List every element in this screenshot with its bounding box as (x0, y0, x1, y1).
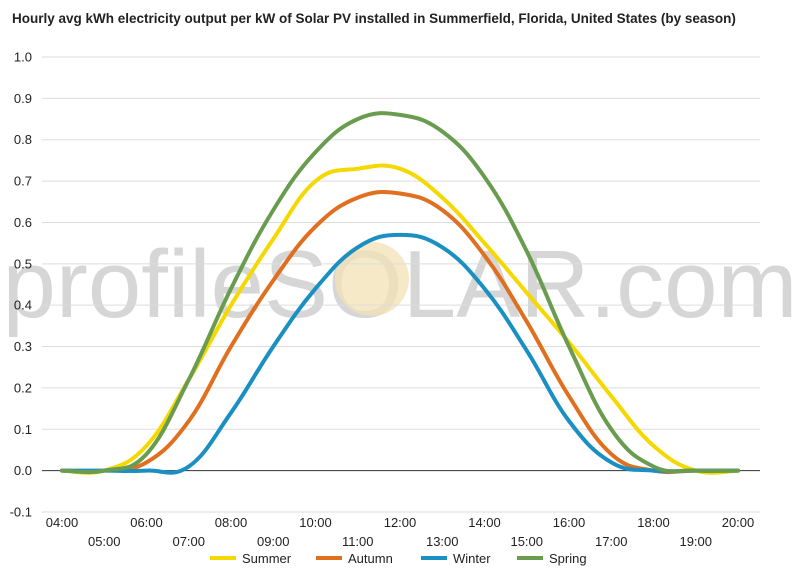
series-line-winter (60, 232, 740, 475)
chart-title: Hourly avg kWh electricity output per kW… (12, 11, 736, 26)
legend-label-spring: Spring (549, 551, 587, 566)
legend-label-summer: Summer (242, 551, 292, 566)
series-line-spring (60, 111, 740, 475)
x-tick-label: 19:00 (679, 534, 712, 549)
x-tick-label: 14:00 (468, 515, 501, 530)
y-axis-ticks: -0.1 0.0 0.1 0.2 0.3 0.4 0.5 0.6 0.7 0.8 0.9 1.0 (10, 50, 32, 520)
watermark-sun-icon (335, 242, 409, 316)
series-lines (60, 111, 740, 475)
x-tick-label: 11:00 (342, 534, 374, 549)
x-tick-label: 20:00 (722, 515, 755, 530)
x-tick-label: 07:00 (172, 534, 205, 549)
legend-label-winter: Winter (453, 551, 491, 566)
y-tick-label: 0.0 (14, 463, 32, 478)
x-tick-label: 08:00 (215, 515, 248, 530)
y-tick-label: 0.4 (14, 298, 32, 313)
y-tick-label: 0.7 (14, 174, 32, 189)
x-tick-label: 05:00 (88, 534, 121, 549)
series-line-autumn (60, 189, 740, 475)
x-tick-label: 12:00 (384, 515, 417, 530)
y-tick-label: 0.9 (14, 91, 32, 106)
y-tick-label: 0.5 (14, 256, 32, 271)
y-tick-label: -0.1 (10, 505, 32, 520)
y-tick-label: 0.6 (14, 215, 32, 230)
y-tick-label: 0.3 (14, 339, 32, 354)
x-tick-label: 09:00 (257, 534, 290, 549)
x-tick-label: 17:00 (595, 534, 628, 549)
x-tick-label: 18:00 (637, 515, 670, 530)
x-tick-label: 16:00 (553, 515, 586, 530)
x-tick-label: 04:00 (46, 515, 79, 530)
y-tick-label: 0.2 (14, 380, 32, 395)
x-axis-ticks: 04:00 05:00 06:00 07:00 08:00 09:00 10:00 11:00… (46, 515, 755, 549)
x-tick-label: 13:00 (426, 534, 459, 549)
x-tick-label: 15:00 (510, 534, 543, 549)
y-tick-label: 1.0 (14, 50, 32, 65)
x-tick-label: 06:00 (130, 515, 163, 530)
legend: Summer Autumn Winter Spring (210, 551, 587, 566)
gridlines (42, 56, 760, 513)
y-tick-label: 0.1 (14, 422, 32, 437)
y-tick-label: 0.8 (14, 132, 32, 147)
legend-label-autumn: Autumn (348, 551, 393, 566)
x-tick-label: 10:00 (299, 515, 332, 530)
watermark: profileSOLAR.com (3, 231, 798, 338)
